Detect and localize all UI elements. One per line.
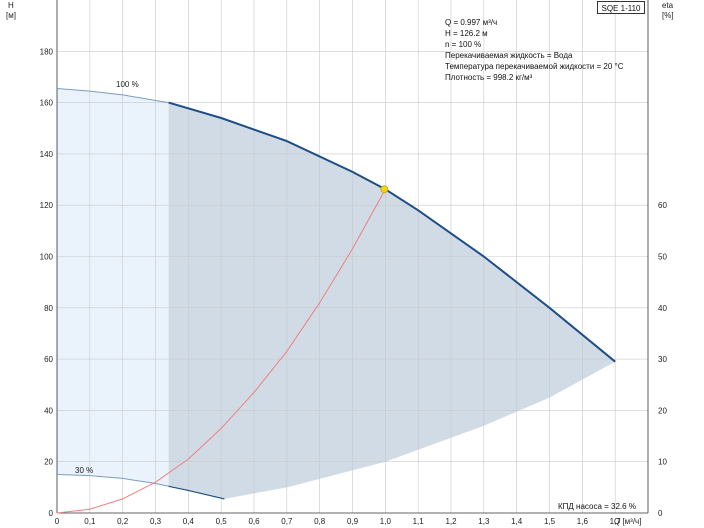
y-tick-label: 80 bbox=[44, 304, 53, 313]
x-tick-label: 1,4 bbox=[511, 517, 523, 526]
y2-tick-label: 50 bbox=[658, 253, 667, 262]
x-tick-label: 0,9 bbox=[347, 517, 359, 526]
extended-region-area bbox=[57, 88, 169, 487]
y-tick-label: 60 bbox=[44, 355, 53, 364]
chart-axes bbox=[56, 0, 649, 514]
info-flow: Q = 0.997 м³/ч bbox=[445, 18, 497, 27]
info-head: H = 126.2 м bbox=[445, 29, 488, 38]
y-tick-label: 20 bbox=[44, 458, 53, 467]
tick-labels: 0 0,1 0,2 0,3 0,4 0,5 0,6 0,7 0,8 0,9 1,0 1,1 1,2 1,3… bbox=[40, 47, 668, 526]
info-block: Q = 0.997 м³/ч H = 126.2 м n = 100 % Пер… bbox=[445, 18, 624, 82]
x-tick-label: 0,7 bbox=[281, 517, 293, 526]
system-curve bbox=[56, 189, 386, 514]
operating-point-marker bbox=[380, 185, 389, 194]
x-tick-label: 0,1 bbox=[84, 517, 96, 526]
info-density: Плотность = 998.2 кг/м³ bbox=[445, 73, 533, 82]
curve-100-percent-extended bbox=[56, 88, 169, 104]
x-axis-label: Q [м³/ч] bbox=[614, 517, 641, 526]
x-tick-label: 0,5 bbox=[216, 517, 228, 526]
y-axis-unit: [м] bbox=[6, 11, 16, 20]
pump-model-badge: SQE 1-110 bbox=[597, 1, 645, 14]
x-tick-label: 0 bbox=[55, 517, 60, 526]
extended-operating-region bbox=[57, 88, 169, 487]
label-30-percent: 30 % bbox=[75, 466, 93, 475]
y-tick-label: 120 bbox=[40, 201, 54, 210]
x-tick-label: 0,3 bbox=[150, 517, 162, 526]
y2-axis-label: eta bbox=[662, 1, 674, 10]
x-tick-label: 1,5 bbox=[544, 517, 556, 526]
y-axis-label: H bbox=[8, 1, 14, 10]
y2-axis-unit: [%] bbox=[662, 11, 674, 20]
x-tick-label: 0,6 bbox=[248, 517, 260, 526]
x-tick-label: 1,2 bbox=[445, 517, 457, 526]
info-liquid: Перекачиваемая жидкость = Вода bbox=[445, 51, 573, 60]
y2-tick-label: 20 bbox=[658, 406, 667, 415]
x-tick-label: 1,6 bbox=[577, 517, 589, 526]
x-tick-label: 1,1 bbox=[413, 517, 425, 526]
x-tick-label: 0,8 bbox=[314, 517, 326, 526]
label-100-percent: 100 % bbox=[116, 80, 139, 89]
y-tick-label: 140 bbox=[40, 150, 54, 159]
info-speed: n = 100 % bbox=[445, 40, 481, 49]
x-tick-label: 1,0 bbox=[380, 517, 392, 526]
x-tick-label: 1,3 bbox=[478, 517, 490, 526]
curve-30-percent-extended bbox=[56, 474, 169, 487]
y2-tick-label: 10 bbox=[658, 458, 667, 467]
info-temperature: Температура перекачиваемой жидкости = 20… bbox=[445, 62, 624, 71]
y2-tick-label: 40 bbox=[658, 304, 667, 313]
y-tick-label: 100 bbox=[40, 253, 54, 262]
y2-tick-label: 0 bbox=[658, 509, 663, 518]
y-tick-label: 160 bbox=[40, 99, 54, 108]
y-tick-label: 180 bbox=[40, 47, 54, 56]
y-tick-label: 0 bbox=[49, 509, 54, 518]
y2-tick-label: 60 bbox=[658, 201, 667, 210]
curve-30-percent bbox=[168, 485, 225, 500]
operating-region-area bbox=[168, 102, 616, 499]
y2-tick-label: 30 bbox=[658, 355, 667, 364]
chart-curves bbox=[56, 88, 616, 514]
operating-region bbox=[168, 102, 616, 499]
x-tick-label: 0,2 bbox=[117, 517, 129, 526]
y-tick-label: 40 bbox=[44, 406, 53, 415]
x-tick-label: 0,4 bbox=[183, 517, 195, 526]
x-tick-label: 1,7 bbox=[610, 517, 622, 526]
efficiency-note: КПД насоса = 32.6 % bbox=[558, 502, 636, 511]
